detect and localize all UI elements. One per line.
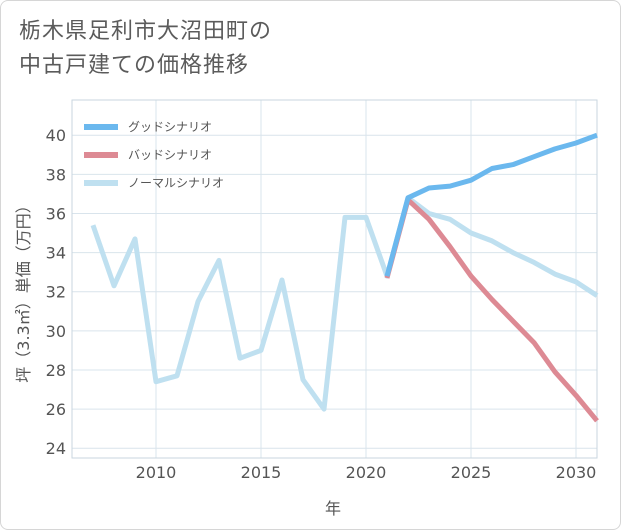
x-tick-label: 2015 [241,463,282,482]
series-line [90,195,599,412]
plot-border [71,99,598,459]
x-tick-label: 2010 [136,463,177,482]
y-tick-label: 34 [46,244,66,263]
tick-labels: 2010 2015 2020 2025 2030 24 26 28 30 32 34 36 38 40 [46,126,597,482]
x-tick-label: 2030 [556,463,597,482]
x-tick-label: 2025 [451,463,492,482]
y-tick-label: 30 [46,322,66,341]
y-tick-label: 32 [46,283,66,302]
y-tick-label: 38 [46,165,66,184]
legend-label: グッドシナリオ [128,120,212,134]
legend-label: ノーマルシナリオ [128,176,224,190]
plot-frame [71,99,598,459]
series-line [384,197,599,423]
legend-label: バッドシナリオ [128,148,212,162]
y-tick-label: 26 [46,400,66,419]
series-line [384,132,598,277]
y-tick-label: 36 [46,204,66,223]
y-axis-label: 坪（3.3㎡）単価（万円） [14,197,33,382]
chart-title: 栃木県足利市大沼田町の 中古戸建ての価格推移 [19,15,499,83]
y-tick-label: 40 [46,126,66,145]
title-line-2: 中古戸建ての価格推移 [19,53,250,78]
y-tick-label: 24 [46,439,66,458]
x-axis-label: 年 [325,499,341,518]
x-tick-label: 2020 [346,463,387,482]
y-tick-label: 28 [46,361,66,380]
title-line-1: 栃木県足利市大沼田町の [19,19,273,44]
series-lines [90,132,599,423]
